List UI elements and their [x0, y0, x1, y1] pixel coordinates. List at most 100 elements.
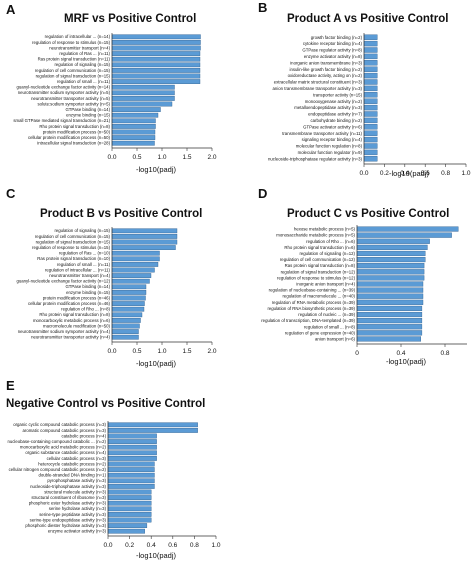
- category-label: regulation of Ras ... (n=10): [59, 251, 111, 256]
- bar: [111, 40, 201, 45]
- x-tick-label: 1.0: [461, 170, 470, 177]
- category-label: GTPase activator activity (n=6): [303, 124, 362, 129]
- bar: [111, 84, 175, 90]
- bar: [107, 500, 152, 506]
- category-label: regulation of response to stimulus (n=15…: [32, 245, 111, 250]
- bar: [363, 104, 378, 111]
- category-label: intracellular signal transduction (n=28): [37, 141, 110, 146]
- category-label: nucleoside-triphosphatase activity (n=3): [30, 484, 106, 489]
- category-label: pyrophosphatase activity (n=3): [47, 478, 106, 483]
- category-label: enzyme activator activity (n=8): [304, 54, 363, 59]
- x-tick-label: 1.0: [157, 154, 166, 161]
- category-label: Ras protein signal transduction (n=8): [285, 263, 356, 268]
- panel-letter: E: [6, 378, 15, 393]
- category-label: endopeptidase activity (n=7): [308, 112, 362, 117]
- bar: [363, 136, 378, 143]
- category-label: phosphoric ester hydrolase activity (n=3…: [29, 501, 107, 506]
- bar: [111, 96, 175, 101]
- category-label: transmembrane transporter activity (n=11…: [282, 131, 362, 136]
- category-label: monooxygenase activity (n=2): [305, 99, 363, 104]
- category-label: Rho protein signal transduction (n=6): [284, 245, 355, 250]
- bar: [111, 273, 152, 278]
- bar: [107, 444, 157, 450]
- category-label: guanyl-nucleotide exchange factor activi…: [16, 85, 110, 90]
- category-label: cellular nitrogen compound catabolic pro…: [9, 467, 107, 472]
- bar: [356, 336, 421, 342]
- x-tick-label: 0.0: [359, 170, 368, 177]
- category-label: solute:sodium symporter activity (n=5): [38, 101, 111, 106]
- bar: [111, 129, 156, 135]
- chart-title: MRF vs Positive Control: [64, 13, 197, 25]
- x-tick-label: 1.5: [182, 154, 191, 161]
- bar: [107, 433, 157, 439]
- category-label: guanyl-nucleotide exchange factor activi…: [16, 279, 110, 284]
- bar-chart-b: growth factor binding (n=2)cytokine rece…: [268, 33, 471, 178]
- category-label: neurotransmitter transport (n=4): [49, 45, 110, 50]
- bar: [111, 284, 147, 290]
- category-label: regulation of gene expression (n=40): [285, 330, 356, 335]
- bar: [356, 305, 423, 312]
- bar: [356, 257, 426, 263]
- bar: [363, 124, 378, 130]
- bar: [107, 478, 155, 484]
- bar: [107, 484, 155, 489]
- bar-chart-e: organic cyclic compound catabolic proces…: [7, 421, 221, 560]
- category-label: extracellular matrix structural constitu…: [274, 80, 363, 85]
- category-label: regulation of small ... (n=11): [57, 262, 111, 267]
- chart-title: Product C vs Positive Control: [287, 208, 450, 220]
- bar: [356, 293, 424, 299]
- bar: [356, 269, 425, 275]
- bar: [363, 92, 378, 98]
- category-label: anion transport (n=6): [315, 336, 356, 341]
- panel-letter: C: [6, 186, 16, 201]
- category-label: neurotransmitter sodium symporter activi…: [18, 90, 111, 95]
- x-tick-label: 1.0: [211, 542, 220, 549]
- chart-title: Negative Control vs Positive Control: [6, 398, 206, 410]
- bar: [107, 450, 157, 456]
- category-label: Rho protein signal transduction (n=8): [39, 124, 110, 129]
- bar: [356, 318, 423, 324]
- bar: [111, 135, 156, 140]
- bar: [111, 334, 139, 340]
- x-tick-label: 0.0: [107, 154, 116, 161]
- chart-title: Product A vs Positive Control: [287, 13, 449, 25]
- bar: [107, 528, 145, 534]
- category-label: organic cyclic compound catabolic proces…: [13, 422, 106, 427]
- x-tick-label: 0.4: [396, 350, 405, 357]
- category-label: neurotransmitter sodium symporter activi…: [18, 329, 111, 334]
- category-label: regulation of signal transduction (n=15): [36, 239, 111, 244]
- x-tick-label: 0.8: [440, 350, 449, 357]
- bar: [111, 68, 201, 73]
- category-label: regulation of nucleobase-containing ... …: [269, 288, 356, 293]
- bar: [107, 461, 155, 467]
- x-tick-label: 0.5: [132, 348, 141, 355]
- category-label: cellular protein modification process (n…: [28, 301, 111, 306]
- x-axis-label: -log10(padj): [386, 357, 427, 366]
- category-label: regulation of Rho ... (n=8): [61, 307, 110, 312]
- x-tick-label: 0.2: [380, 170, 389, 177]
- category-label: Rho protein signal transduction (n=8): [39, 312, 110, 317]
- category-label: double-stranded DNA binding (n=1): [39, 473, 107, 478]
- bar: [356, 238, 430, 244]
- bar: [111, 79, 201, 84]
- bar-chart-a: regulation of intracellular ... (n=14)re…: [13, 33, 217, 174]
- bar: [107, 456, 157, 461]
- x-axis-label: -log10(padj): [389, 169, 430, 178]
- bar: [363, 111, 378, 117]
- bar: [111, 73, 201, 79]
- bar: [111, 112, 159, 118]
- category-label: regulation of signaling (n=12): [299, 251, 355, 256]
- x-axis-label: -log10(padj): [136, 165, 177, 174]
- category-label: regulation of RNA metabolic process (n=3…: [272, 300, 356, 305]
- bar: [363, 47, 378, 53]
- bar: [111, 118, 156, 124]
- category-label: inorganic anion transport (n=4): [296, 282, 355, 287]
- category-label: enzyme binding (n=15): [66, 113, 110, 118]
- category-label: regulation of small ... (n=8): [304, 324, 356, 329]
- bar: [363, 34, 378, 40]
- bar: [107, 506, 152, 512]
- panel-letter: B: [258, 0, 268, 15]
- bar: [111, 312, 143, 318]
- bar: [363, 117, 378, 124]
- category-label: enzyme activator activity (n=3): [48, 529, 107, 534]
